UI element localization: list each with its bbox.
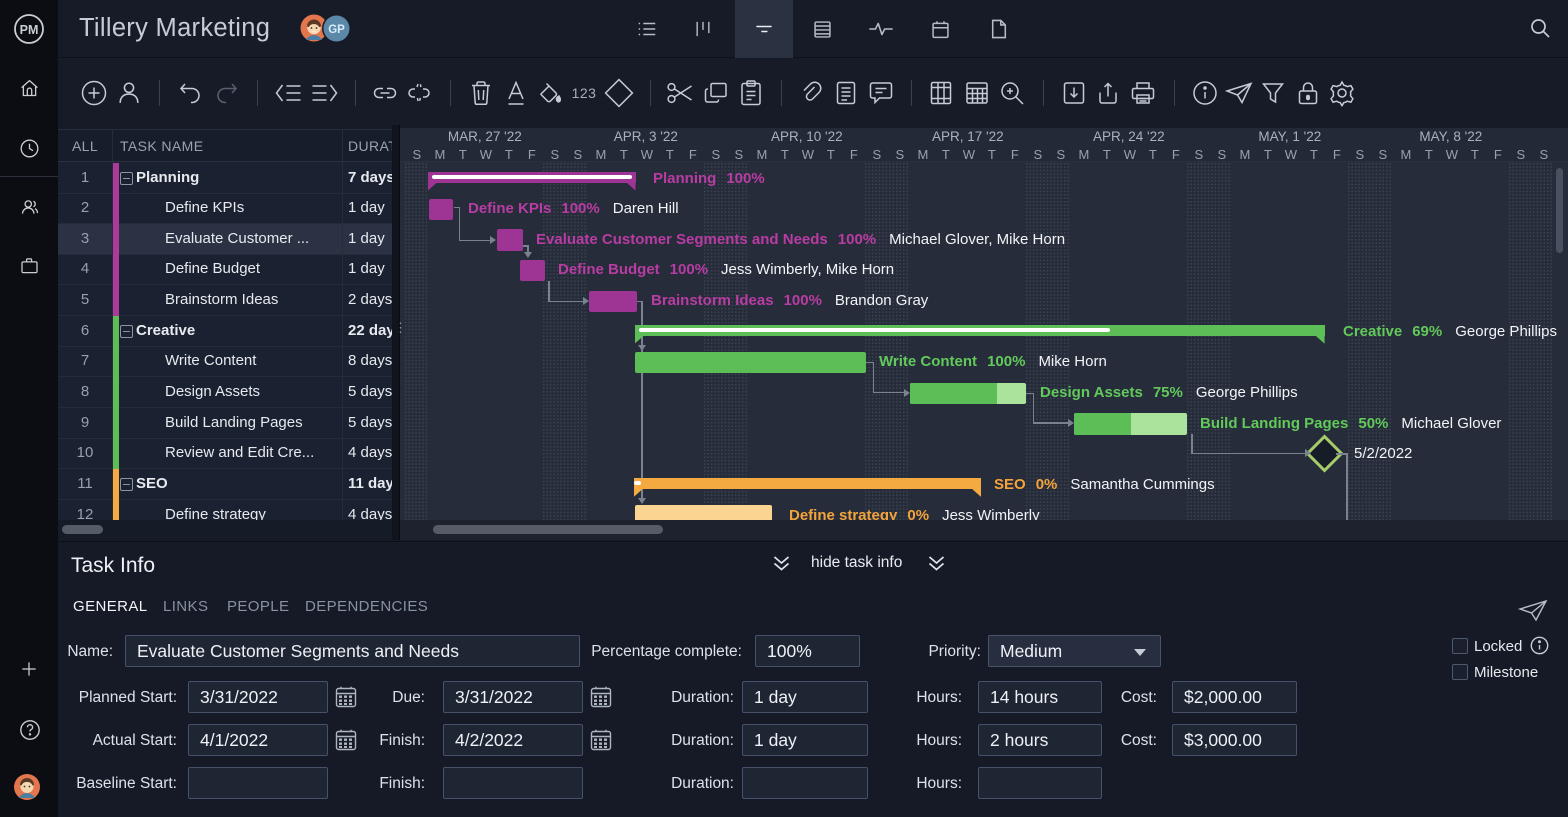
svg-text:GP: GP [328, 24, 345, 36]
svg-text:PM: PM [20, 23, 39, 37]
